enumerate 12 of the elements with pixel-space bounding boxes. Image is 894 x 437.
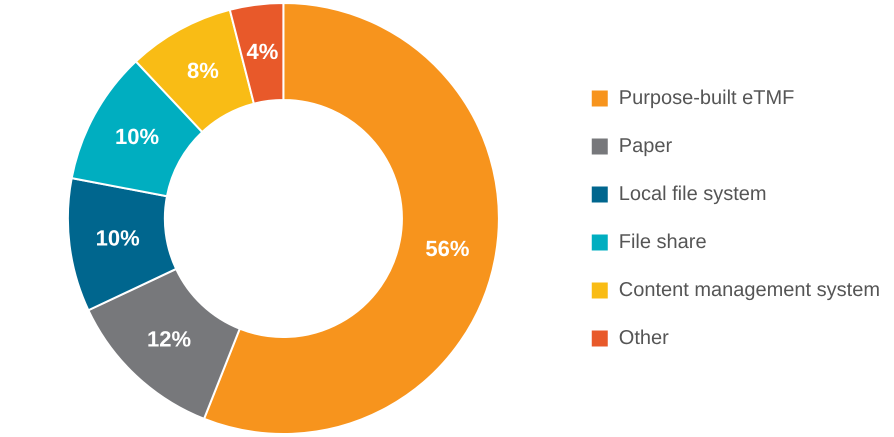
data-label: 10% xyxy=(96,225,140,250)
legend-label: Paper xyxy=(618,135,672,158)
data-label: 4% xyxy=(246,38,278,64)
data-label: 10% xyxy=(115,124,160,150)
data-label: 12% xyxy=(147,326,192,352)
legend-label: Content management system xyxy=(618,279,880,302)
legend-label: File share xyxy=(618,231,707,254)
data-label: 56% xyxy=(425,236,470,261)
data-label: 8% xyxy=(187,58,219,84)
legend-label: Other xyxy=(618,327,670,350)
legend-label: Purpose-built eTMF xyxy=(618,87,794,110)
legend-label: Local file system xyxy=(618,183,767,206)
